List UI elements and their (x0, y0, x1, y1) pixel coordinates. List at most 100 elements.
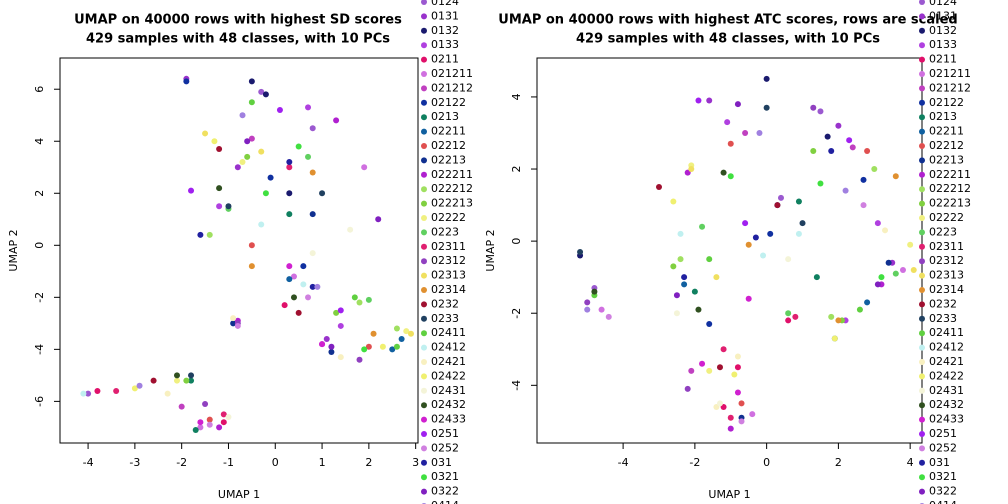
plot-frame (536, 57, 923, 444)
point (230, 315, 237, 322)
point (738, 400, 745, 407)
point (375, 216, 382, 223)
point (749, 411, 756, 418)
point (393, 343, 400, 350)
point (248, 242, 255, 249)
point (727, 173, 734, 180)
legend-swatch (421, 85, 427, 92)
point (216, 146, 223, 153)
point (188, 187, 195, 194)
point (681, 274, 688, 281)
legend-swatch (919, 431, 925, 437)
y-tick-label: 0 (510, 238, 523, 245)
point (407, 330, 414, 337)
y-tick-label: 4 (33, 138, 46, 145)
legend-label: 02212 (929, 139, 964, 152)
point (734, 389, 741, 396)
point (197, 424, 204, 431)
legend-swatch (919, 416, 925, 423)
legend-swatch (421, 27, 427, 34)
legend-label: 0213 (431, 110, 459, 123)
legend-swatch (919, 42, 925, 49)
point (309, 211, 316, 218)
point (716, 400, 723, 407)
point (849, 144, 856, 151)
legend-swatch (421, 229, 427, 236)
legend-label: 02422 (929, 369, 964, 382)
legend-swatch (421, 13, 427, 20)
point (211, 138, 218, 145)
legend-swatch (421, 71, 427, 77)
legend-swatch (421, 474, 427, 481)
point (831, 335, 838, 342)
point (706, 367, 713, 374)
point (248, 135, 255, 142)
legend-swatch (919, 387, 925, 394)
legend-label: 0133 (431, 38, 459, 51)
point (365, 343, 372, 350)
point (699, 360, 706, 367)
legend-label: 0252 (929, 441, 957, 454)
point (244, 138, 251, 145)
legend-label: 0322 (431, 485, 459, 498)
point (591, 288, 598, 295)
legend-swatch (421, 344, 427, 351)
legend-swatch (919, 359, 925, 365)
point (688, 166, 695, 173)
point (286, 190, 293, 197)
legend-swatch (919, 272, 925, 279)
point (684, 385, 691, 392)
legend-label: 022212 (431, 182, 473, 195)
legend-swatch (919, 157, 925, 164)
point (309, 250, 316, 257)
point (835, 122, 842, 129)
legend-label: 02311 (929, 240, 964, 253)
legend-swatch (919, 315, 925, 322)
point (716, 364, 723, 371)
legend-swatch (421, 488, 427, 495)
point (799, 220, 806, 227)
point (817, 108, 824, 115)
point (817, 180, 824, 187)
legend-label: 02312 (929, 254, 964, 267)
legend-swatch (919, 56, 925, 63)
y-tick-label: -4 (510, 380, 523, 391)
point (785, 256, 792, 263)
y-tick-label: 2 (33, 190, 46, 197)
point (785, 317, 792, 324)
legend-label: 02411 (929, 326, 964, 339)
legend-label: 02432 (929, 398, 964, 411)
legend-label: 0232 (929, 297, 957, 310)
legend-label: 0132 (431, 24, 459, 37)
legend-swatch (421, 171, 427, 178)
point (856, 306, 863, 313)
point (695, 306, 702, 313)
point (234, 164, 241, 171)
point (706, 97, 713, 104)
x-tick-label: 0 (272, 456, 279, 469)
point (810, 148, 817, 155)
point (720, 346, 727, 353)
point (206, 421, 213, 428)
point (361, 346, 368, 353)
legend-swatch (421, 215, 427, 221)
point (370, 330, 377, 337)
point (882, 227, 889, 234)
point (785, 310, 792, 317)
legend-label: 02222 (431, 211, 466, 224)
legend-label: 021211 (431, 67, 473, 80)
legend-label: 02422 (431, 369, 466, 382)
point (290, 294, 297, 301)
point (333, 117, 340, 124)
legend-label: 02122 (431, 96, 466, 109)
point (286, 263, 293, 270)
point (337, 307, 344, 314)
point (347, 226, 354, 233)
point (300, 281, 307, 288)
point (305, 104, 312, 111)
point (860, 176, 867, 183)
legend-swatch (919, 215, 925, 221)
point (738, 418, 745, 425)
point (164, 390, 171, 397)
